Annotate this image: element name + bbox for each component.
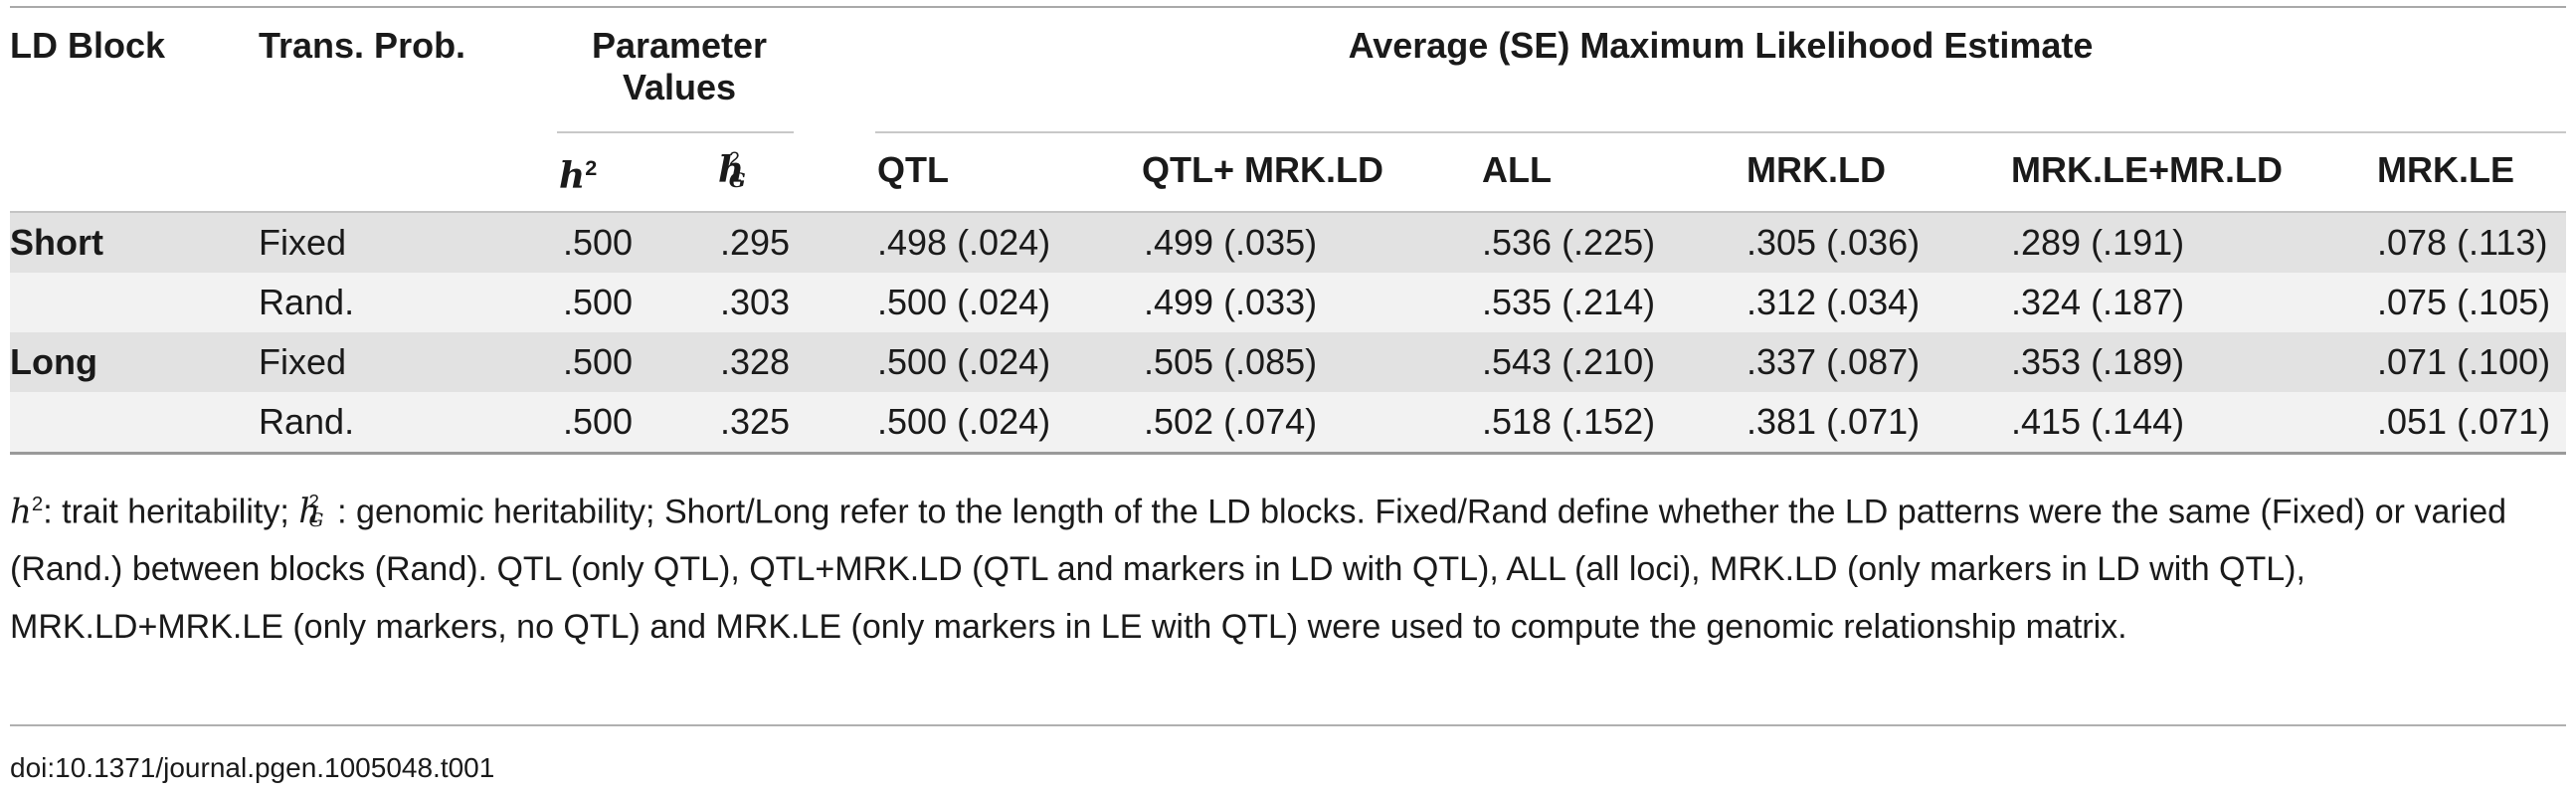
trans-prob-cell: Fixed [259,341,347,382]
hg2-cell: .328 [720,341,791,382]
mrk-ld-cell: .312 (.034) [1747,282,1921,322]
header-trans-prob: Trans. Prob. [259,25,466,66]
qtl-mrk-ld-cell: .502 (.074) [1144,401,1318,442]
header-all: ALL [1482,149,1552,190]
mrk-ld-cell: .337 (.087) [1747,341,1921,382]
mrk-le-cell: .078 (.113) [2377,222,2548,263]
header-parameter-values: Parameter Values [591,25,768,107]
h2-cell: .500 [563,222,634,263]
all-cell: .535 (.214) [1482,282,1656,322]
mrk-le-mr-ld-cell: .289 (.191) [2011,222,2185,263]
table-row: Short Fixed .500 .295 .498 (.024) .499 (… [10,213,2566,273]
mrk-ld-cell: .305 (.036) [1747,222,1921,263]
qtl-mrk-ld-cell: .499 (.033) [1144,282,1318,322]
all-cell: .543 (.210) [1482,341,1656,382]
table-row: Long Fixed .500 .328 .500 (.024) .505 (.… [10,332,2566,392]
mrk-le-cell: .071 (.100) [2377,341,2551,382]
trans-prob-cell: Fixed [259,222,347,263]
average-mle-rule [875,131,2566,133]
all-cell: .536 (.225) [1482,222,1656,263]
hg2-cell: .295 [720,222,791,263]
mrk-ld-cell: .381 (.071) [1747,401,1921,442]
header-qtl: QTL [877,149,949,190]
qtl-cell: .500 (.024) [877,341,1051,382]
table-bottom-rule [10,452,2566,455]
header-mrk-le: MRK.LE [2377,149,2514,190]
header-h2: h2 [559,155,598,197]
footnote-rule [10,724,2566,726]
qtl-cell: .500 (.024) [877,282,1051,322]
trans-prob-cell: Rand. [259,401,355,442]
ld-block-cell: Long [10,341,97,382]
table-top-rule [10,6,2566,8]
ld-block-cell: Short [10,222,103,263]
hg2-cell: .303 [720,282,791,322]
table-row: Rand. .500 .303 .500 (.024) .499 (.033) … [10,273,2566,332]
header-qtl-mrk-ld: QTL+ MRK.LD [1142,149,1383,190]
mrk-le-cell: .051 (.071) [2377,401,2551,442]
qtl-cell: .500 (.024) [877,401,1051,442]
qtl-cell: .498 (.024) [877,222,1051,263]
mrk-le-cell: .075 (.105) [2377,282,2551,322]
header-bottom-rule [10,211,2566,213]
mrk-le-mr-ld-cell: .415 (.144) [2011,401,2185,442]
qtl-mrk-ld-cell: .505 (.085) [1144,341,1318,382]
h2-cell: .500 [563,341,634,382]
hg2-cell: .325 [720,401,791,442]
doi-label: doi:10.1371/journal.pgen.1005048.t001 [10,752,495,783]
header-average-mle: Average (SE) Maximum Likelihood Estimate [1348,25,2094,66]
mrk-le-mr-ld-cell: .353 (.189) [2011,341,2185,382]
parameter-values-rule [557,131,794,133]
header-mrk-le-mr-ld: MRK.LE+MR.LD [2011,149,2283,190]
header-ld-block: LD Block [10,25,166,66]
mrk-le-mr-ld-cell: .324 (.187) [2011,282,2185,322]
qtl-mrk-ld-cell: .499 (.035) [1144,222,1318,263]
table-row: Rand. .500 .325 .500 (.024) .502 (.074) … [10,392,2566,452]
all-cell: .518 (.152) [1482,401,1656,442]
h2-cell: .500 [563,401,634,442]
header-mrk-ld: MRK.LD [1747,149,1886,190]
h2-cell: .500 [563,282,634,322]
trans-prob-cell: Rand. [259,282,355,322]
